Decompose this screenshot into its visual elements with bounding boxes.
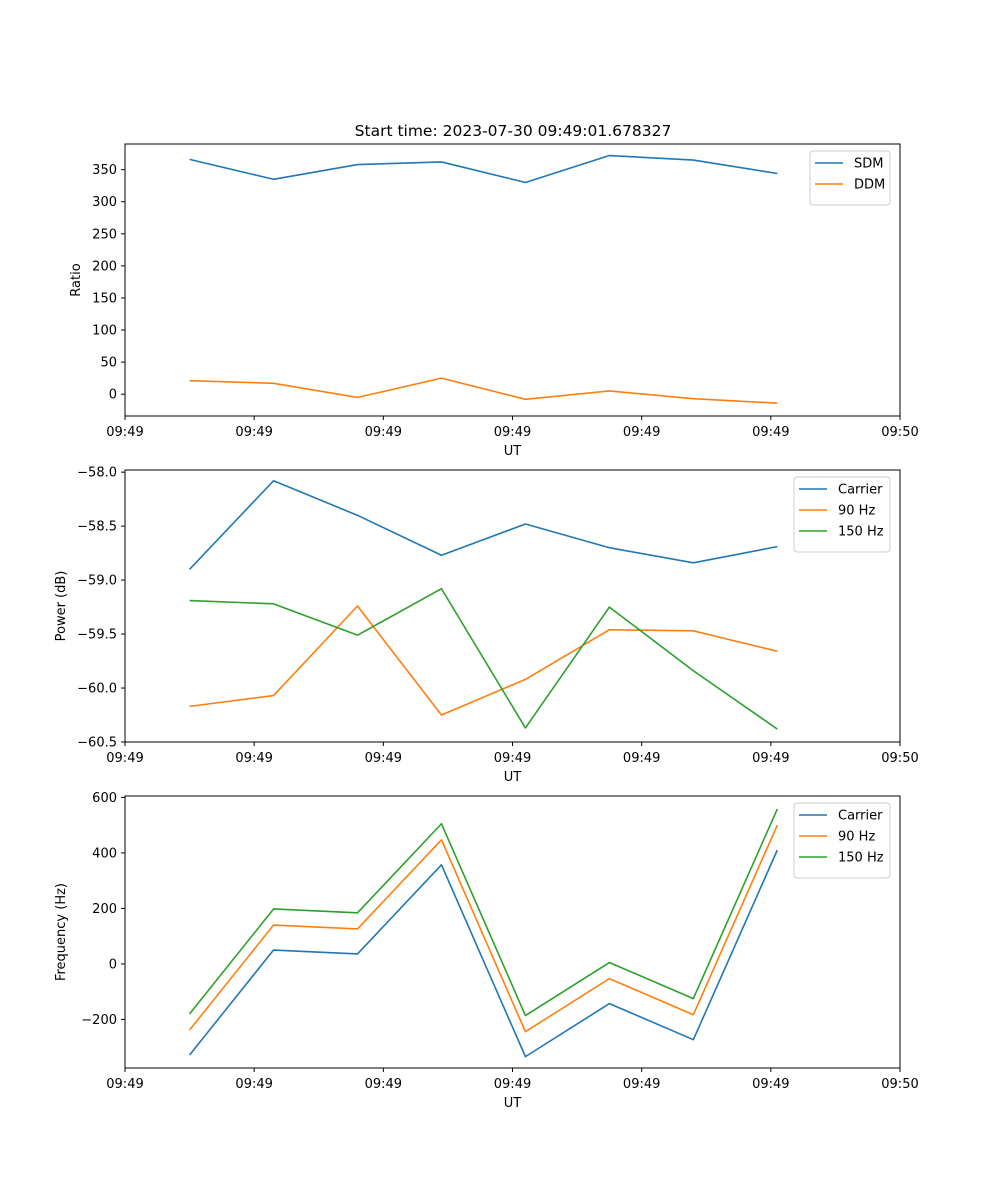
legend-label-sdm: SDM — [854, 157, 883, 172]
series-line-carrier — [188, 479, 778, 570]
series-line-90-hz — [189, 605, 778, 716]
y-tick-label: 250 — [92, 227, 117, 242]
y-tick-label: 350 — [92, 163, 117, 178]
x-tick-label: 09:49 — [365, 1077, 402, 1092]
x-axis-label: UT — [504, 1096, 522, 1111]
y-tick-label: 0 — [109, 388, 117, 403]
legend-label-150-hz: 150 Hz — [838, 525, 884, 540]
y-tick-label: 200 — [92, 259, 117, 274]
x-tick-label: 09:49 — [494, 425, 531, 440]
legend-box — [793, 476, 891, 553]
x-tick-label: 09:49 — [235, 751, 272, 766]
x-tick-label: 09:50 — [881, 751, 918, 766]
x-axis-label: UT — [504, 444, 522, 459]
x-tick-label: 09:50 — [881, 425, 918, 440]
legend: Carrier 90 Hz 150 Hz — [793, 476, 891, 553]
x-tick-label: 09:49 — [494, 751, 531, 766]
y-tick-label: 600 — [92, 791, 117, 806]
y-axis-label: Ratio — [69, 263, 84, 296]
chart-title: Start time: 2023-07-30 09:49:01.678327 — [355, 122, 672, 140]
x-axis-label: UT — [504, 770, 522, 785]
series-line-sdm — [189, 154, 778, 184]
x-tick-label: 09:49 — [365, 425, 402, 440]
series-line-150-hz — [189, 587, 778, 730]
x-tick-label: 09:49 — [752, 425, 789, 440]
y-tick-label: 0 — [109, 957, 117, 972]
x-tick-label: 09:49 — [494, 1077, 531, 1092]
legend-label-150-hz: 150 Hz — [838, 851, 884, 866]
x-tick-label: 09:49 — [365, 751, 402, 766]
y-tick-label: −58.5 — [77, 520, 117, 535]
y-tick-label: 400 — [92, 846, 117, 861]
legend-label-90-hz: 90 Hz — [838, 830, 875, 845]
x-tick-label: 09:49 — [106, 751, 143, 766]
series-line-90-hz — [188, 824, 779, 1033]
y-tick-label: −58.0 — [77, 466, 117, 481]
y-tick-label: 200 — [92, 902, 117, 917]
legend-label-carrier: Carrier — [838, 809, 883, 824]
y-tick-label: −59.0 — [77, 574, 117, 589]
x-tick-label: 09:49 — [235, 425, 272, 440]
series-line-carrier — [188, 849, 779, 1058]
legend: Carrier 90 Hz 150 Hz — [793, 802, 891, 879]
series-line-ddm — [189, 377, 778, 404]
x-tick-label: 09:49 — [106, 425, 143, 440]
legend-label-90-hz: 90 Hz — [838, 504, 875, 519]
legend-label-carrier: Carrier — [838, 483, 883, 498]
y-axis-label: Frequency (Hz) — [54, 883, 69, 981]
subplots: 09:49 09:49 09:49 09:49 09:49 09:49 09:50 0 50 10… — [54, 143, 919, 1111]
x-tick-label: 09:49 — [235, 1077, 272, 1092]
x-tick-label: 09:50 — [881, 1077, 918, 1092]
subplot-2: 09:49 09:49 09:49 09:49 09:49 09:49 09:50 −60.5… — [54, 466, 919, 785]
x-tick-label: 09:49 — [752, 751, 789, 766]
y-tick-label: 150 — [92, 291, 117, 306]
subplot-3: 09:49 09:49 09:49 09:49 09:49 09:49 09:50 −200 0… — [54, 791, 919, 1111]
legend-box — [809, 150, 891, 206]
x-tick-label: 09:49 — [623, 751, 660, 766]
legend-box — [793, 802, 891, 879]
y-tick-label: 100 — [92, 324, 117, 339]
legend: SDM DDM — [809, 150, 891, 206]
y-tick-label: −59.5 — [77, 628, 117, 643]
y-axis-label: Power (dB) — [54, 571, 69, 642]
y-tick-label: −200 — [81, 1013, 117, 1028]
x-tick-label: 09:49 — [623, 425, 660, 440]
x-tick-label: 09:49 — [752, 1077, 789, 1092]
y-tick-label: 50 — [100, 356, 117, 371]
y-tick-label: −60.0 — [77, 682, 117, 697]
legend-label-ddm: DDM — [854, 178, 885, 193]
series-line-150-hz — [188, 808, 779, 1017]
x-tick-label: 09:49 — [623, 1077, 660, 1092]
subplot-1: 09:49 09:49 09:49 09:49 09:49 09:49 09:50 0 50 10… — [69, 143, 919, 459]
x-tick-label: 09:49 — [106, 1077, 143, 1092]
y-tick-label: −60.5 — [77, 736, 117, 751]
y-tick-label: 300 — [92, 195, 117, 210]
